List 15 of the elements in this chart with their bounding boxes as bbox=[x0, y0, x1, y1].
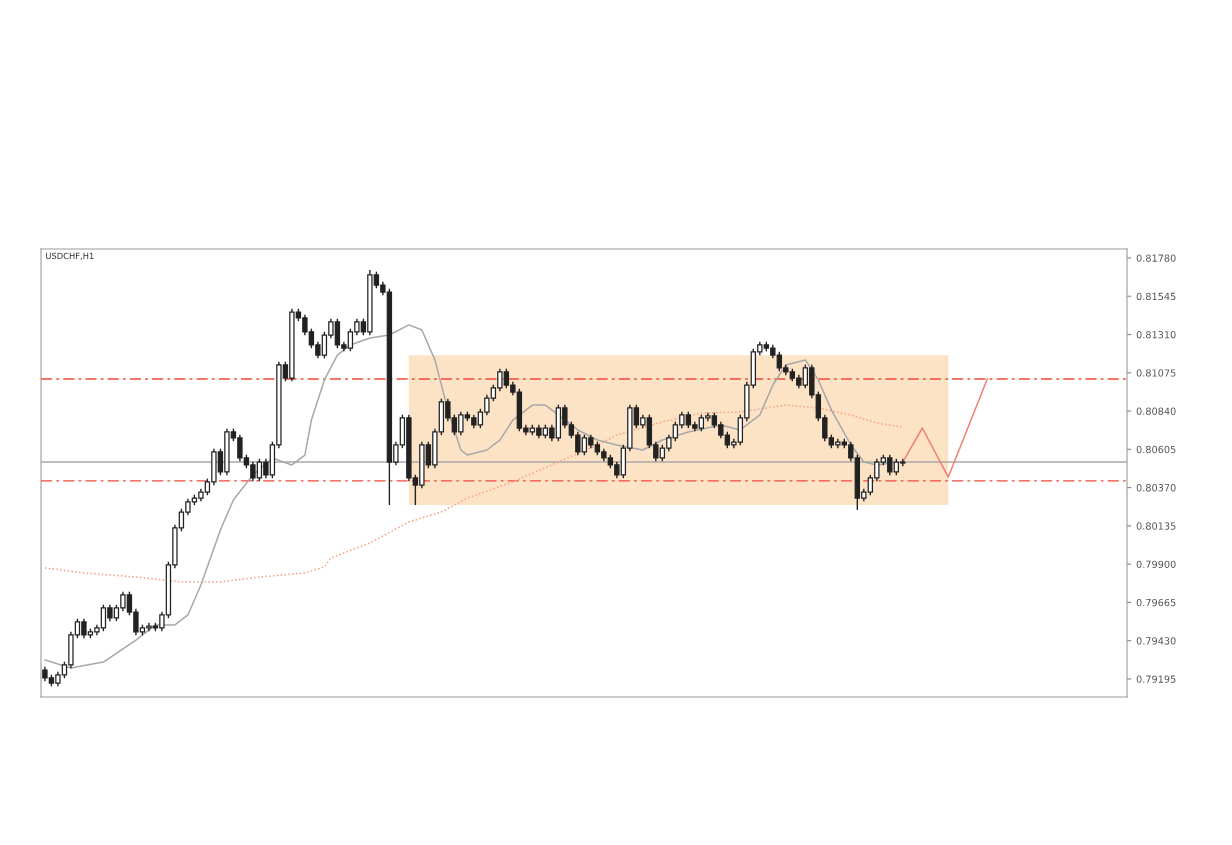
y-tick-label: 0.80840 bbox=[1136, 407, 1176, 415]
y-tick-label: 0.79665 bbox=[1136, 598, 1176, 607]
y-tick-label: 0.80370 bbox=[1136, 484, 1176, 492]
y-tick-label: 0.81075 bbox=[1136, 369, 1176, 377]
y-tick-label: 0.79430 bbox=[1136, 637, 1176, 645]
y-tick-label: 0.80605 bbox=[1136, 445, 1176, 454]
y-tick-label: 0.80135 bbox=[1136, 522, 1176, 530]
y-tick-label: 0.79900 bbox=[1136, 560, 1176, 568]
y-tick-label: 0.81545 bbox=[1136, 292, 1176, 301]
y-tick-label: 0.81780 bbox=[1136, 254, 1176, 262]
line-series bbox=[902, 378, 989, 478]
y-tick-label: 0.81310 bbox=[1136, 331, 1176, 339]
chart-title: USDCHF,H1 bbox=[46, 252, 94, 260]
line-series bbox=[44, 404, 904, 583]
y-tick-label: 0.79195 bbox=[1136, 675, 1176, 683]
